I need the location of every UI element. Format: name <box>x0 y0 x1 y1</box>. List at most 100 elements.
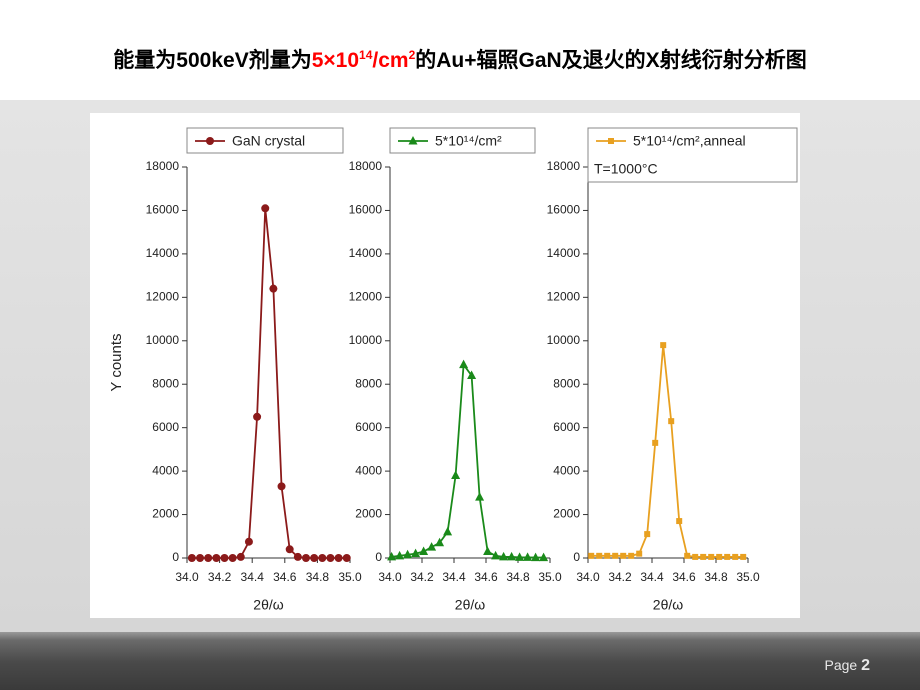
data-point <box>724 553 731 560</box>
x-axis-label: 2θ/ω <box>253 597 283 613</box>
x-tick-label: 34.6 <box>672 570 696 584</box>
data-point <box>692 553 699 560</box>
y-tick-label: 16000 <box>349 203 383 217</box>
x-tick-label: 34.0 <box>378 570 402 584</box>
data-point <box>253 412 262 421</box>
data-point <box>285 545 294 554</box>
data-point <box>411 548 421 558</box>
y-tick-label: 10000 <box>146 333 180 347</box>
y-tick-label: 12000 <box>146 290 180 304</box>
x-axis-label: 2θ/ω <box>455 597 485 613</box>
series-line <box>191 208 347 559</box>
x-tick-label: 34.2 <box>208 570 232 584</box>
data-point <box>523 552 533 561</box>
x-tick-label: 34.2 <box>608 570 632 584</box>
data-point <box>435 537 445 547</box>
legend-marker <box>206 137 214 145</box>
data-point <box>310 554 319 562</box>
annotation: T=1000°C <box>594 161 658 177</box>
data-point <box>539 552 549 562</box>
data-point <box>668 418 675 425</box>
y-tick-label: 18000 <box>547 159 581 173</box>
title-part: 5×10 <box>311 49 360 72</box>
series-line <box>391 362 544 559</box>
y-tick-label: 4000 <box>355 463 382 477</box>
y-tick-label: 6000 <box>355 420 382 434</box>
legend-marker <box>408 136 418 145</box>
data-point <box>483 546 493 555</box>
title-part: 14 <box>359 48 373 62</box>
title-part: /cm <box>372 49 409 72</box>
data-point <box>451 470 461 479</box>
data-point <box>467 370 477 380</box>
data-point <box>652 439 659 446</box>
data-point <box>334 554 343 562</box>
y-tick-label: 8000 <box>152 376 179 390</box>
x-tick-label: 34.0 <box>576 570 600 584</box>
data-point <box>499 551 509 561</box>
y-tick-label: 0 <box>573 550 580 564</box>
x-tick-label: 34.8 <box>506 570 530 584</box>
data-point <box>427 542 437 551</box>
data-point <box>277 482 286 491</box>
data-point <box>269 284 278 293</box>
data-point <box>212 554 221 562</box>
data-point <box>740 553 747 560</box>
data-point <box>732 553 739 560</box>
x-tick-label: 35.0 <box>538 570 562 584</box>
data-point <box>620 552 627 559</box>
x-tick-label: 34.4 <box>241 570 265 584</box>
y-tick-label: 14000 <box>547 246 581 260</box>
title-part: 能量为500keV剂量为 <box>113 49 312 72</box>
data-point <box>403 549 413 559</box>
data-point <box>676 518 683 525</box>
data-point <box>716 553 723 560</box>
data-point <box>395 550 405 560</box>
slide-title: 能量为500keV剂量为5×1014/cm2的Au+辐照GaN及退火的X射线衍射… <box>0 44 920 74</box>
x-tick-label: 35.0 <box>338 570 362 584</box>
data-point <box>228 554 237 562</box>
y-tick-label: 0 <box>375 550 382 564</box>
data-point <box>507 551 517 561</box>
data-point <box>459 359 469 369</box>
data-point <box>318 554 327 562</box>
x-axis-label: 2θ/ω <box>653 597 683 613</box>
x-tick-label: 34.0 <box>175 570 199 584</box>
data-point <box>644 531 651 538</box>
data-point <box>261 204 270 213</box>
legend-box <box>587 127 798 183</box>
y-tick-label: 8000 <box>553 376 580 390</box>
y-tick-label: 10000 <box>349 333 383 347</box>
data-point <box>636 550 643 557</box>
title-part: 2 <box>408 48 416 62</box>
data-point <box>342 554 351 562</box>
y-tick-label: 0 <box>172 550 179 564</box>
data-point <box>301 554 310 562</box>
y-tick-label: 12000 <box>349 290 383 304</box>
y-tick-label: 6000 <box>152 420 179 434</box>
data-point <box>387 551 397 561</box>
y-tick-label: 4000 <box>553 463 580 477</box>
data-point <box>475 492 485 501</box>
data-point <box>293 552 302 561</box>
x-tick-label: 34.2 <box>410 570 434 584</box>
data-point <box>596 552 603 559</box>
data-point <box>612 552 619 559</box>
y-tick-label: 18000 <box>349 159 383 173</box>
series-line <box>591 345 744 558</box>
x-tick-label: 35.0 <box>736 570 760 584</box>
data-point <box>443 526 453 536</box>
data-point <box>236 552 245 561</box>
y-tick-label: 8000 <box>355 376 382 390</box>
page-label: Page <box>824 657 858 673</box>
y-tick-label: 10000 <box>547 333 581 347</box>
x-tick-label: 34.8 <box>704 570 728 584</box>
data-point <box>326 554 335 562</box>
data-point <box>419 546 429 555</box>
legend-label: GaN crystal <box>232 133 305 149</box>
y-tick-label: 16000 <box>146 203 180 217</box>
data-point <box>204 554 213 562</box>
y-axis-label: Y counts <box>108 333 125 391</box>
